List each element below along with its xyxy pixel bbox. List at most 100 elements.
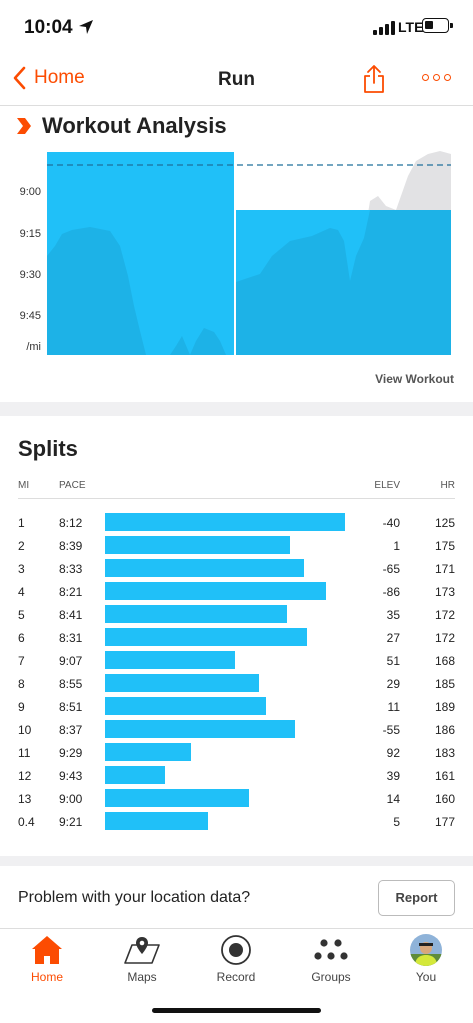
split-pace-bar — [105, 812, 208, 830]
split-pace-bar — [105, 605, 287, 623]
split-pace-bar — [105, 766, 165, 784]
split-pace-bar — [105, 674, 259, 692]
split-elevation: 92 — [386, 746, 400, 760]
location-prompt-text: Problem with your location data? — [18, 889, 251, 906]
split-mile: 10 — [18, 723, 32, 737]
chevron-left-icon — [13, 66, 26, 90]
tab-you[interactable]: You — [379, 929, 473, 991]
split-pace: 9:00 — [59, 792, 83, 806]
split-pace: 8:31 — [59, 631, 83, 645]
split-mile: 8 — [18, 677, 25, 691]
y-tick-label: 9:00 — [19, 186, 41, 198]
more-options-button[interactable] — [422, 74, 451, 81]
split-mile: 11 — [18, 746, 31, 760]
pace-chart-svg — [47, 151, 451, 355]
tab-groups[interactable]: Groups — [284, 929, 378, 991]
split-elevation: -86 — [382, 585, 400, 599]
back-button-label: Home — [34, 67, 85, 88]
split-heart-rate: 172 — [434, 608, 455, 622]
split-mile: 12 — [18, 769, 32, 783]
table-row: 0.4 9:21 5 177 — [0, 811, 473, 834]
tab-label: Maps — [127, 970, 157, 984]
split-pace-bar — [105, 743, 191, 761]
split-mile: 13 — [18, 792, 32, 806]
table-row: 7 9:07 51 168 — [0, 650, 473, 673]
split-elevation: 11 — [387, 700, 400, 714]
tab-label: You — [415, 970, 437, 984]
status-bar: 10:04 LTE — [0, 0, 473, 56]
table-row: 3 8:33 -65 171 — [0, 558, 473, 581]
record-icon — [189, 933, 283, 967]
split-pace-bar — [105, 720, 295, 738]
splits-card: Splits MI PACE ELEV HR 1 8:12 -40 125 2 8:39 1… — [0, 416, 473, 856]
more-dot-icon — [433, 74, 440, 81]
split-heart-rate: 125 — [434, 516, 455, 530]
more-dot-icon — [444, 74, 451, 81]
status-time: 10:04 — [24, 17, 73, 38]
y-tick-label: 9:45 — [19, 310, 41, 322]
map-icon — [95, 933, 189, 967]
split-mile: 6 — [18, 631, 25, 645]
split-pace: 9:29 — [59, 746, 83, 760]
split-heart-rate: 172 — [434, 631, 455, 645]
split-heart-rate: 189 — [434, 700, 455, 714]
split-elevation: -55 — [382, 723, 400, 737]
share-button[interactable] — [362, 64, 386, 99]
split-heart-rate: 186 — [434, 723, 455, 737]
home-indicator — [152, 1008, 321, 1013]
back-button[interactable]: Home — [12, 66, 85, 90]
tab-maps[interactable]: Maps — [95, 929, 189, 991]
page-title: Run — [218, 69, 255, 90]
split-mile: 2 — [18, 539, 25, 553]
more-dot-icon — [422, 74, 429, 81]
strava-chevron-icon — [17, 118, 31, 134]
avatar-icon — [379, 933, 473, 967]
tab-label: Groups — [311, 970, 351, 984]
network-type: LTE — [398, 19, 424, 35]
split-pace: 9:43 — [59, 769, 83, 783]
tab-record[interactable]: Record — [189, 929, 283, 991]
split-pace-bar — [105, 697, 266, 715]
split-pace: 8:39 — [59, 539, 83, 553]
report-button[interactable]: Report — [378, 880, 455, 916]
divider — [18, 498, 455, 499]
split-elevation: 27 — [386, 631, 400, 645]
groups-icon — [284, 933, 378, 967]
location-arrow-icon — [79, 20, 93, 34]
split-pace: 8:33 — [59, 562, 83, 576]
split-pace: 8:12 — [59, 516, 83, 530]
share-icon — [364, 65, 384, 93]
table-row: 2 8:39 1 175 — [0, 535, 473, 558]
split-heart-rate: 177 — [434, 815, 455, 829]
view-workout-link[interactable]: View Workout — [375, 372, 454, 386]
split-mile: 1 — [18, 516, 25, 530]
tab-home[interactable]: Home — [0, 929, 94, 991]
navigation-bar: Home Run — [0, 56, 473, 106]
split-pace-bar — [105, 536, 290, 554]
split-pace-bar — [105, 651, 235, 669]
split-pace: 8:37 — [59, 723, 83, 737]
split-mile: 4 — [18, 585, 25, 599]
table-row: 11 9:29 92 183 — [0, 742, 473, 765]
table-row: 5 8:41 35 172 — [0, 604, 473, 627]
tab-label: Home — [30, 970, 63, 984]
split-pace: 8:21 — [59, 585, 83, 599]
table-row: 10 8:37 -55 186 — [0, 719, 473, 742]
split-heart-rate: 171 — [434, 562, 455, 576]
split-pace-bar — [105, 789, 249, 807]
split-pace: 8:55 — [59, 677, 83, 691]
split-pace: 8:51 — [59, 700, 83, 714]
split-heart-rate: 168 — [434, 654, 455, 668]
split-pace-bar — [105, 559, 304, 577]
split-elevation: 1 — [393, 539, 400, 553]
split-heart-rate: 161 — [434, 769, 455, 783]
split-pace-bar — [105, 628, 307, 646]
table-row: 6 8:31 27 172 — [0, 627, 473, 650]
split-elevation: 29 — [386, 677, 400, 691]
split-mile: 5 — [18, 608, 25, 622]
y-axis-unit: /mi — [26, 341, 41, 353]
y-tick-label: 9:15 — [19, 228, 41, 240]
pace-chart[interactable]: 9:00 9:15 9:30 9:45 /mi — [0, 106, 473, 366]
workout-analysis-card: 9:00 9:15 9:30 9:45 /mi Workout Analysis… — [0, 106, 473, 402]
table-row: 12 9:43 39 161 — [0, 765, 473, 788]
